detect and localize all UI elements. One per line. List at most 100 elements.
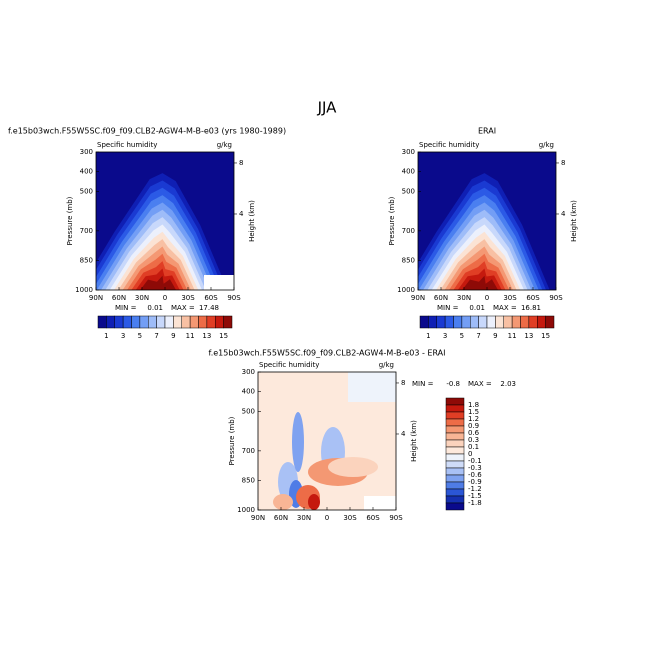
y-tick-label: 850 xyxy=(80,256,93,264)
colorbar-box xyxy=(139,315,149,329)
colorbar-box xyxy=(486,315,496,329)
max-value: 2.03 xyxy=(500,380,516,388)
y-tick-label: 400 xyxy=(402,168,415,176)
colorbar-label: 7 xyxy=(476,332,480,340)
colorbar-box xyxy=(445,411,465,420)
colorbar-box xyxy=(445,474,465,483)
x-tick-label: 30N xyxy=(297,514,311,522)
colorbar-box xyxy=(445,495,465,504)
colorbar-box xyxy=(106,315,115,329)
colorbar-label: 15 xyxy=(219,332,228,340)
x-tick-label: 90N xyxy=(89,294,103,302)
colorbar-label: 1 xyxy=(104,332,108,340)
y-tick-label: 300 xyxy=(242,368,255,376)
y-tick-label: 850 xyxy=(402,256,415,264)
colorbar-box xyxy=(122,315,132,329)
colorbar-box xyxy=(444,315,454,329)
colorbar-box xyxy=(445,446,465,455)
y2-tick-label: 8 xyxy=(401,379,405,387)
colorbar-box xyxy=(470,315,479,329)
x-tick-label: 0 xyxy=(163,294,167,302)
colorbar-box xyxy=(206,315,216,329)
colorbar-box xyxy=(445,467,465,476)
colorbar-box xyxy=(223,315,233,329)
x-tick-label: 60N xyxy=(112,294,126,302)
colorbar-box xyxy=(428,315,437,329)
colorbar-label: 0.1 xyxy=(468,443,479,451)
y2-tick-label: 4 xyxy=(401,430,406,438)
x-tick-label: 0 xyxy=(485,294,489,302)
colorbar-label: 11 xyxy=(508,332,517,340)
y-tick-label: 400 xyxy=(80,168,93,176)
colorbar-box xyxy=(198,315,208,329)
colorbar-box xyxy=(511,315,521,329)
panel-subtitle: Specific humidity xyxy=(97,141,157,149)
colorbar-label: 0.3 xyxy=(468,436,479,444)
y2-axis-label: Height (km) xyxy=(410,420,418,462)
colorbar-box xyxy=(495,315,504,329)
colorbar-label: 0.9 xyxy=(468,422,479,430)
colorbar-box xyxy=(173,315,182,329)
colorbar-box xyxy=(445,502,465,511)
min-label: MIN = xyxy=(437,304,459,312)
colorbar-box xyxy=(445,432,465,441)
min-label: MIN = xyxy=(412,380,434,388)
min-value: 0.01 xyxy=(469,304,485,312)
min-label: MIN = xyxy=(115,304,137,312)
colorbar-box xyxy=(445,460,465,469)
x-tick-label: 30S xyxy=(181,294,195,302)
max-label: MAX = xyxy=(468,380,492,388)
y2-tick-label: 8 xyxy=(239,159,243,167)
colorbar-label: 9 xyxy=(171,332,175,340)
y-axis-label: Pressure (mb) xyxy=(388,196,396,245)
colorbar-label: -1.2 xyxy=(468,485,482,493)
colorbar-box xyxy=(445,404,465,413)
colorbar-label: 15 xyxy=(541,332,550,340)
colorbar-label: 3 xyxy=(121,332,125,340)
max-value: 16.81 xyxy=(521,304,541,312)
x-tick-label: 60S xyxy=(366,514,380,522)
colorbar-box xyxy=(445,397,465,406)
colorbar-box xyxy=(445,425,465,434)
colorbar-label: -1.8 xyxy=(468,499,482,507)
contour-field xyxy=(96,152,234,290)
y-tick-label: 500 xyxy=(402,187,415,195)
y-tick-label: 700 xyxy=(242,447,255,455)
colorbar-label: -0.1 xyxy=(468,457,482,465)
x-tick-label: 90S xyxy=(227,294,241,302)
colorbar-box xyxy=(164,315,174,329)
y-tick-label: 300 xyxy=(80,148,93,156)
colorbar-box xyxy=(545,315,555,329)
panel-units: g/kg xyxy=(217,141,232,149)
colorbar-box xyxy=(436,315,446,329)
x-tick-label: 30N xyxy=(457,294,471,302)
panel-units: g/kg xyxy=(379,361,394,369)
colorbar-box xyxy=(445,453,465,462)
colorbar-box xyxy=(131,315,141,329)
y-axis-label: Pressure (mb) xyxy=(228,416,236,465)
x-tick-label: 90N xyxy=(411,294,425,302)
min-value: -0.8 xyxy=(446,380,460,388)
colorbar-label: -0.3 xyxy=(468,464,482,472)
y2-tick-label: 4 xyxy=(239,210,244,218)
contour-fill xyxy=(273,494,293,510)
min-value: 0.01 xyxy=(147,304,163,312)
y2-axis-label: Height (km) xyxy=(570,200,578,242)
panel-subtitle: Specific humidity xyxy=(419,141,479,149)
x-tick-label: 30N xyxy=(135,294,149,302)
x-tick-label: 60S xyxy=(526,294,540,302)
colorbar-box xyxy=(445,418,465,427)
missing-data xyxy=(364,496,396,510)
colorbar-label: 5 xyxy=(460,332,464,340)
colorbar-label: 0 xyxy=(468,450,472,458)
colorbar-box xyxy=(461,315,471,329)
contour-field xyxy=(258,372,396,510)
colorbar-box xyxy=(537,315,546,329)
y-axis-label: Pressure (mb) xyxy=(66,196,74,245)
y-tick-label: 1000 xyxy=(75,286,93,294)
y-tick-label: 400 xyxy=(242,388,255,396)
y-tick-label: 700 xyxy=(80,227,93,235)
contour-fill xyxy=(308,494,320,510)
colorbar-label: 1 xyxy=(426,332,430,340)
